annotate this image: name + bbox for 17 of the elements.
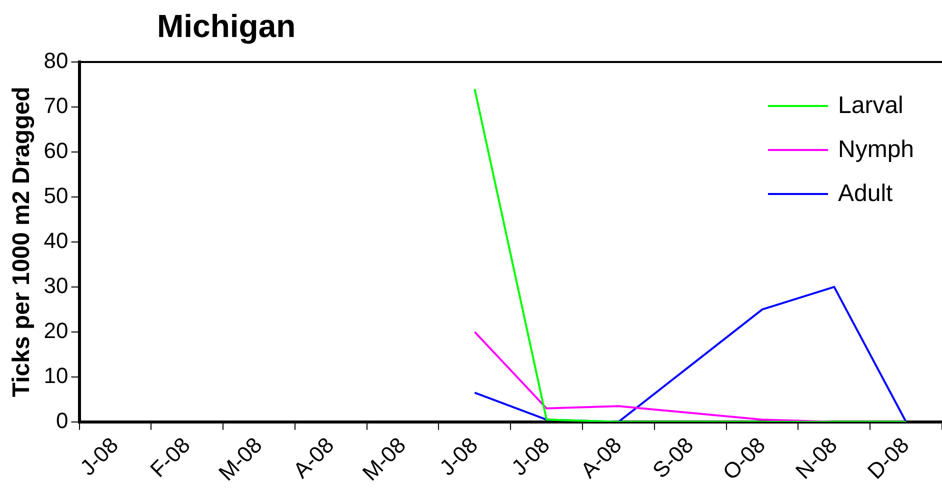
y-tick-label: 60 [44, 138, 68, 164]
legend-label: Larval [838, 92, 904, 120]
y-tick-label: 80 [44, 48, 68, 74]
y-tick-label: 30 [44, 272, 68, 298]
x-tick-label: J-08 [75, 432, 124, 480]
y-tick-label: 40 [44, 228, 68, 254]
y-axis-title: Ticks per 1000 m2 Dragged [8, 86, 36, 398]
y-tick-label: 50 [44, 183, 68, 208]
y-tick-label: 70 [44, 93, 68, 118]
y-tick-label: 0 [56, 408, 68, 433]
x-tick-label: J-08 [506, 432, 554, 480]
legend-label: Nymph [838, 136, 914, 164]
y-tick-label: 20 [44, 318, 68, 343]
y-tick-label: 10 [44, 362, 68, 388]
legend-label: Adult [838, 180, 893, 208]
chart-title: Michigan [157, 8, 296, 45]
x-tick-label: J-08 [434, 432, 483, 480]
